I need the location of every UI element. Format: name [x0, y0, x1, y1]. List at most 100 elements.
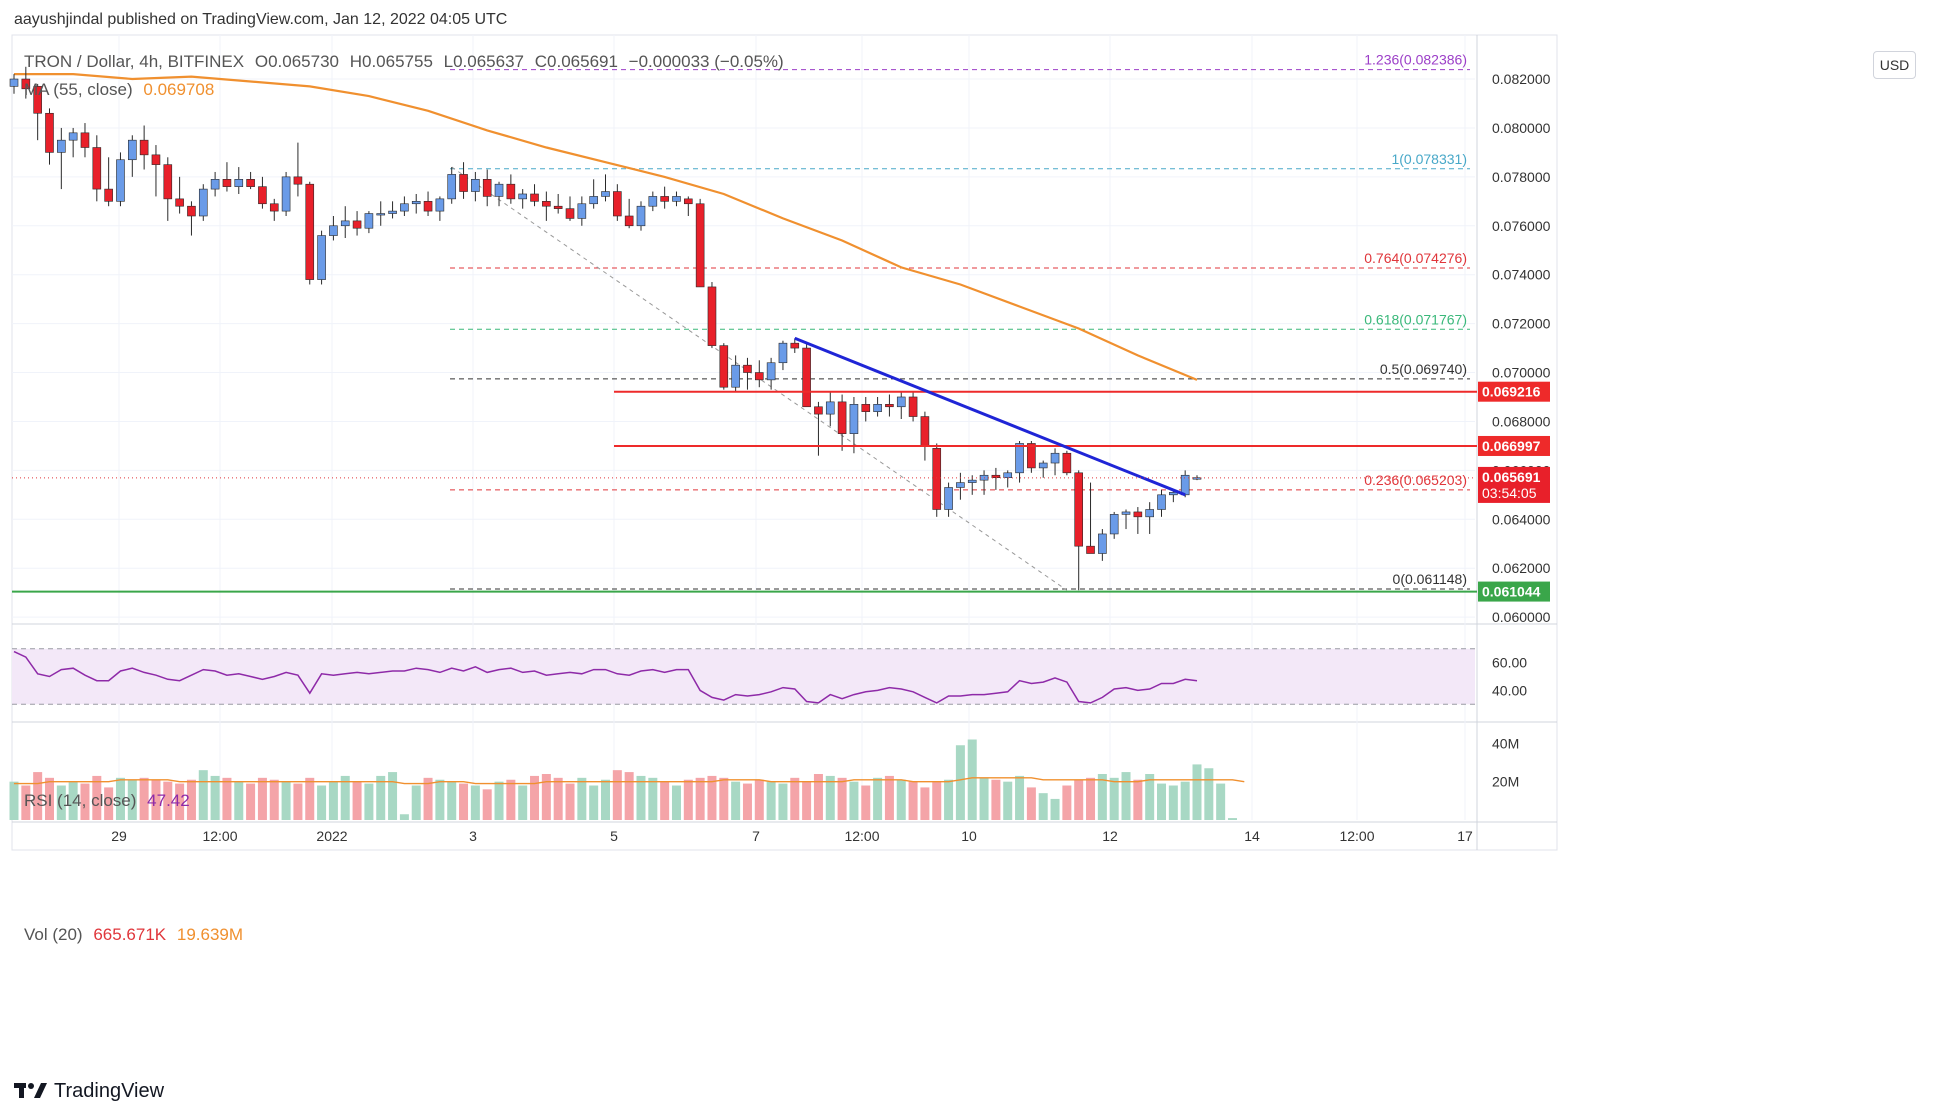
- symbol-title[interactable]: TRON / Dollar, 4h, BITFINEX: [24, 52, 245, 71]
- volume-bar: [541, 774, 551, 820]
- candle-body: [57, 139, 66, 153]
- volume-bar: [790, 777, 800, 820]
- candle-body: [1121, 511, 1131, 515]
- time-tick-label: 29: [111, 828, 127, 844]
- volume-bar: [1216, 783, 1226, 820]
- volume-bar: [1062, 785, 1072, 820]
- volume-bar: [979, 777, 989, 820]
- candle-body: [589, 196, 598, 205]
- candle-body: [1050, 452, 1060, 464]
- price-tick-label: 0.074000: [1492, 267, 1551, 283]
- candle-body: [565, 208, 575, 219]
- volume-bar: [9, 781, 19, 820]
- ohlc-close: C0.065691: [534, 52, 618, 71]
- volume-bar: [104, 787, 114, 820]
- candle-body: [388, 210, 397, 214]
- volume-bar: [1204, 768, 1214, 820]
- volume-bar: [884, 775, 894, 820]
- volume-bar: [802, 781, 812, 820]
- candle-body: [695, 203, 705, 288]
- volume-bar: [494, 781, 504, 820]
- time-tick-label: 5: [610, 828, 618, 844]
- volume-bar: [482, 789, 492, 820]
- candle-body: [21, 78, 31, 90]
- candle-body: [139, 139, 149, 156]
- price-level-tag-text: 0.061044: [1482, 584, 1541, 600]
- volume-ma-value: 19.639M: [176, 925, 244, 944]
- last-price-tag: [1478, 466, 1550, 503]
- rsi-line: [13, 650, 1198, 704]
- volume-bar: [660, 781, 670, 820]
- candle-body: [151, 154, 161, 165]
- candle-body: [128, 139, 137, 161]
- fib-level-label: 1(0.078331): [1391, 151, 1467, 167]
- candle-body: [920, 416, 930, 447]
- volume-bar: [293, 783, 303, 820]
- volume-bar: [1038, 793, 1048, 820]
- volume-bar: [766, 781, 776, 820]
- volume-bar: [636, 775, 646, 820]
- candle-body: [494, 183, 504, 197]
- volume-bar: [518, 785, 528, 820]
- volume-bar: [1050, 798, 1060, 820]
- candle-body: [423, 201, 433, 212]
- candle-body: [1003, 472, 1013, 478]
- candle-body: [802, 347, 811, 408]
- ma-label[interactable]: MA (55, close): [24, 80, 133, 99]
- candle-body: [1180, 474, 1190, 496]
- candle-body: [1133, 511, 1143, 518]
- candle-body: [719, 345, 729, 388]
- candle-body: [329, 225, 338, 236]
- volume-bar: [317, 785, 327, 820]
- candle-body: [601, 191, 610, 197]
- volume-bar: [234, 781, 244, 820]
- volume-bar: [707, 775, 717, 820]
- volume-bar: [222, 777, 232, 820]
- candle-body: [908, 396, 918, 417]
- volume-bar: [944, 779, 954, 820]
- currency-button[interactable]: USD: [1873, 51, 1916, 79]
- candle-body: [281, 176, 291, 212]
- candle-body: [814, 406, 823, 415]
- candle-body: [731, 364, 740, 388]
- candle-body: [754, 372, 764, 381]
- candle-body: [471, 179, 480, 192]
- volume-bar: [920, 787, 930, 820]
- candle-body: [1027, 443, 1036, 469]
- candle-body: [861, 404, 871, 412]
- volume-bar: [210, 775, 220, 820]
- price-level-tag-text: 0.069216: [1482, 384, 1541, 400]
- volume-bar: [601, 779, 610, 820]
- fib-level-label: 0.764(0.074276): [1364, 250, 1467, 266]
- volume-bar: [612, 770, 622, 820]
- candle-body: [778, 342, 788, 364]
- candle-body: [435, 198, 445, 212]
- volume-bar: [553, 777, 563, 820]
- ma-legend: MA (55, close) 0.069708: [24, 80, 220, 100]
- rsi-label[interactable]: RSI (14, close): [24, 791, 137, 810]
- candle-body: [825, 401, 835, 415]
- volume-bar: [92, 775, 102, 820]
- volume-bar: [411, 785, 421, 820]
- volume-label[interactable]: Vol (20): [24, 925, 83, 944]
- candle-body: [553, 205, 563, 209]
- candle-body: [340, 220, 350, 227]
- volume-bar: [671, 785, 681, 820]
- candle-body: [956, 482, 965, 488]
- price-tick-label: 0.062000: [1492, 560, 1551, 576]
- fib-level-label: 0.618(0.071767): [1364, 311, 1467, 327]
- volume-bar: [1026, 787, 1036, 820]
- tradingview-brand[interactable]: TradingView: [14, 1076, 164, 1106]
- volume-tick-label: 20M: [1492, 774, 1519, 790]
- ma-value: 0.069708: [143, 80, 215, 99]
- volume-bar: [1145, 774, 1155, 820]
- volume-bar: [151, 779, 161, 820]
- candle-body: [210, 179, 220, 190]
- volume-bar: [719, 777, 729, 820]
- candle-body: [542, 201, 551, 207]
- volume-bar: [778, 783, 788, 820]
- volume-value: 665.671K: [93, 925, 167, 944]
- candle-body: [198, 188, 208, 217]
- volume-bar: [44, 777, 54, 820]
